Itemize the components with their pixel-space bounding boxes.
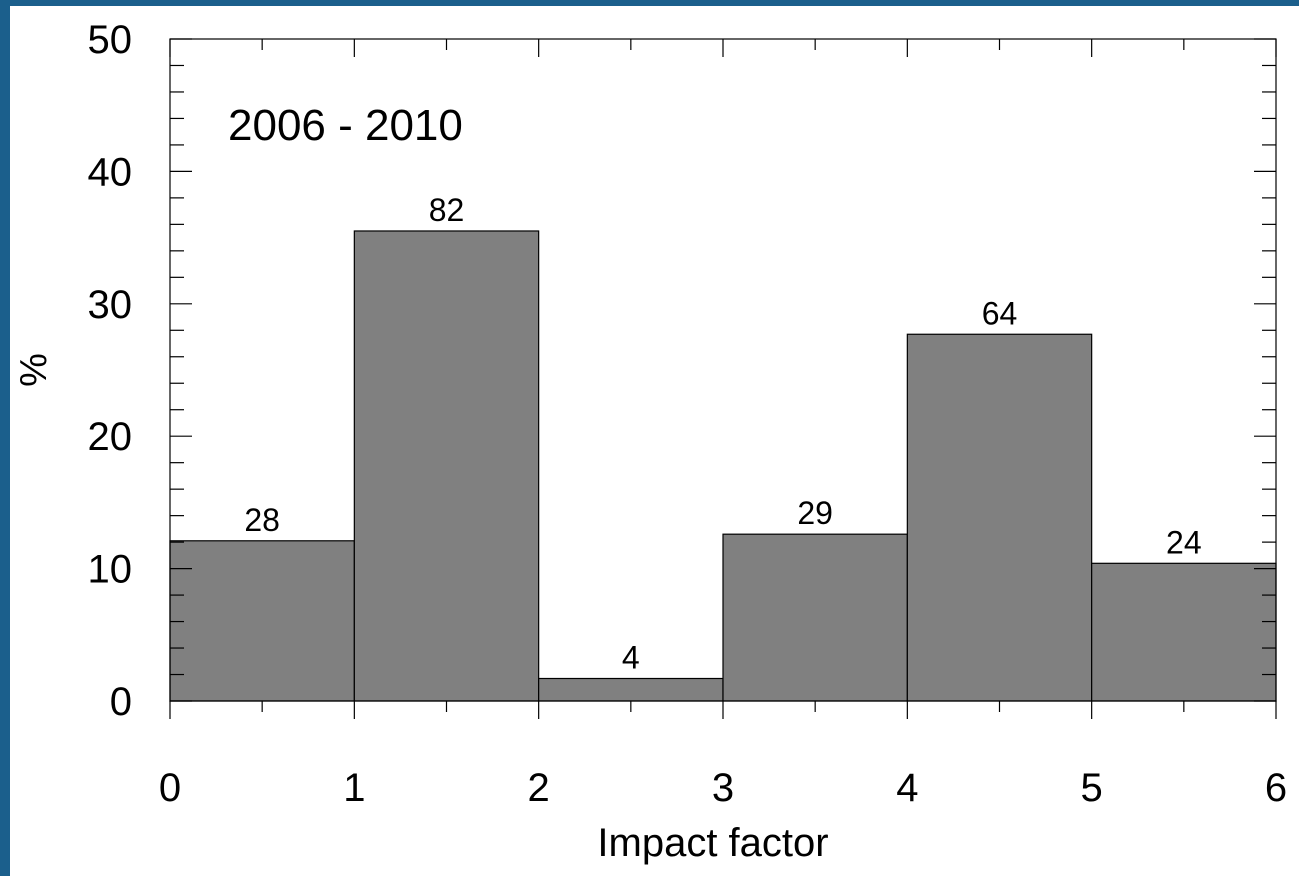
bar-count-label: 29 xyxy=(797,495,833,531)
x-tick-label: 3 xyxy=(712,766,734,810)
y-axis-label: % xyxy=(13,353,55,387)
y-tick-label: 40 xyxy=(88,150,133,194)
period-annotation: 2006 - 2010 xyxy=(228,101,463,150)
y-tick-label: 0 xyxy=(110,680,132,724)
bar-count-label: 24 xyxy=(1166,524,1202,560)
y-tick-labels: 0 10 20 30 40 50 xyxy=(88,18,133,724)
ticks-group xyxy=(169,38,1277,719)
bar-1 xyxy=(353,230,540,702)
bar-3 xyxy=(722,533,908,702)
x-tick-label: 2 xyxy=(528,766,550,810)
histogram-chart: 28 82 4 29 64 24 0 1 2 3 4 5 6 0 10 20 30 40 50 2006 - 2… xyxy=(13,18,1287,865)
bar-count-label: 64 xyxy=(982,295,1018,331)
slide-frame: 28 82 4 29 64 24 0 1 2 3 4 5 6 0 10 20 30 40 50 2006 - 2… xyxy=(10,6,1299,876)
x-tick-label: 6 xyxy=(1265,766,1287,810)
x-tick-label: 5 xyxy=(1081,766,1103,810)
x-tick-label: 0 xyxy=(159,766,181,810)
bar-2 xyxy=(538,677,724,702)
plot-border xyxy=(169,38,1277,702)
bars-group xyxy=(169,230,1277,702)
y-tick-label: 10 xyxy=(88,548,133,592)
x-tick-label: 1 xyxy=(343,766,365,810)
x-tick-labels: 0 1 2 3 4 5 6 xyxy=(159,766,1287,810)
y-tick-label: 50 xyxy=(88,18,133,62)
x-tick-label: 4 xyxy=(896,766,918,810)
bar-4 xyxy=(906,333,1093,702)
bar-count-label: 28 xyxy=(244,502,280,538)
y-tick-label: 20 xyxy=(88,415,133,459)
y-tick-label: 30 xyxy=(88,283,133,327)
bar-count-label: 4 xyxy=(622,639,640,675)
bar-count-label: 82 xyxy=(429,192,465,228)
count-labels-group: 28 82 4 29 64 24 xyxy=(244,192,1201,676)
x-axis-label: Impact factor xyxy=(597,821,828,865)
bar-0 xyxy=(169,540,355,702)
bar-5 xyxy=(1091,562,1277,702)
